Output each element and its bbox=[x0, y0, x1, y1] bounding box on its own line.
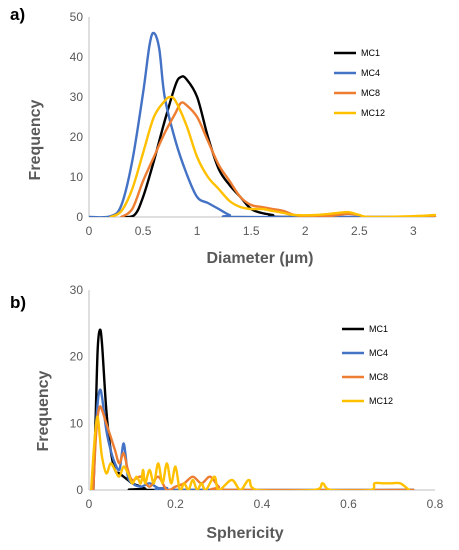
chart-a-series-mc1-line bbox=[120, 75, 437, 217]
chart-b-legend-label-mc12: MC12 bbox=[369, 396, 393, 406]
chart-a-panel-label: a) bbox=[10, 5, 25, 24]
chart-panel-b: b) 0 10 20 30 0 0.2 0.4 0.6 0.8 Sphericity Frequenc… bbox=[0, 275, 459, 550]
chart-b-svg: b) 0 10 20 30 0 0.2 0.4 0.6 0.8 Sphericity Frequenc… bbox=[10, 283, 444, 542]
chart-b-y-tick-label: 10 bbox=[70, 416, 84, 430]
chart-a-x-tick-label: 3 bbox=[410, 224, 417, 238]
chart-b-x-tick-label: 0.2 bbox=[167, 497, 184, 511]
chart-a-y-tick-label: 20 bbox=[70, 130, 84, 144]
chart-a-legend-label-mc4: MC4 bbox=[361, 68, 380, 78]
chart-a-x-tick-label: 2 bbox=[302, 224, 309, 238]
chart-b-y-tick-label: 0 bbox=[76, 483, 83, 497]
chart-a-y-tick-label: 40 bbox=[70, 50, 84, 64]
chart-b-x-tick-label: 0.8 bbox=[427, 497, 444, 511]
chart-a-y-tick-label: 30 bbox=[70, 90, 84, 104]
chart-a-svg: a) 0 10 20 30 40 50 0 0.5 1 1.5 2 2.5 3 Diameter (µm) F… bbox=[10, 5, 437, 267]
chart-b-series-mc4-line bbox=[92, 388, 415, 490]
chart-a-y-tick-label: 0 bbox=[76, 210, 83, 224]
chart-a-x-tick-label: 2.5 bbox=[351, 224, 368, 238]
chart-a-y-tick-label: 10 bbox=[70, 170, 84, 184]
chart-a-series-mc12-line bbox=[109, 95, 437, 217]
chart-b-panel-label: b) bbox=[10, 293, 26, 312]
chart-a-x-tick-label: 0.5 bbox=[135, 224, 152, 238]
chart-a-series-mc4-line bbox=[89, 31, 437, 217]
chart-panel-a: a) 0 10 20 30 40 50 0 0.5 1 1.5 2 2.5 3 Diameter (µm) F… bbox=[10, 5, 437, 267]
chart-a-legend-label-mc8: MC8 bbox=[361, 88, 380, 98]
chart-b-x-axis-title: Sphericity bbox=[206, 525, 283, 542]
chart-a-x-tick-label: 0 bbox=[86, 224, 93, 238]
chart-b-x-tick-label: 0.6 bbox=[340, 497, 357, 511]
chart-a-x-tick-label: 1 bbox=[194, 224, 201, 238]
chart-b-legend-label-mc8: MC8 bbox=[369, 372, 388, 382]
chart-b-y-axis-title: Frequency bbox=[35, 370, 52, 451]
chart-b-series-mc8-line bbox=[92, 405, 415, 490]
chart-b-x-tick-label: 0 bbox=[86, 497, 93, 511]
chart-a-series-mc8-line bbox=[120, 101, 437, 217]
chart-a-legend-label-mc1: MC1 bbox=[361, 48, 380, 58]
chart-b-legend-label-mc1: MC1 bbox=[369, 324, 388, 334]
chart-b-x-tick-label: 0.4 bbox=[254, 497, 271, 511]
chart-a-y-tick-label: 50 bbox=[70, 10, 84, 24]
chart-a-legend-label-mc12: MC12 bbox=[361, 108, 385, 118]
chart-a-x-tick-label: 1.5 bbox=[243, 224, 260, 238]
chart-b-legend-label-mc4: MC4 bbox=[369, 348, 388, 358]
chart-b-series-mc1-line bbox=[92, 328, 415, 490]
chart-b-series-mc12-line bbox=[89, 415, 411, 490]
chart-b-y-tick-label: 20 bbox=[70, 350, 84, 364]
chart-b-y-tick-label: 30 bbox=[70, 283, 84, 297]
chart-a-y-axis-title: Frequency bbox=[27, 99, 44, 180]
chart-a-x-axis-title: Diameter (µm) bbox=[206, 250, 313, 267]
